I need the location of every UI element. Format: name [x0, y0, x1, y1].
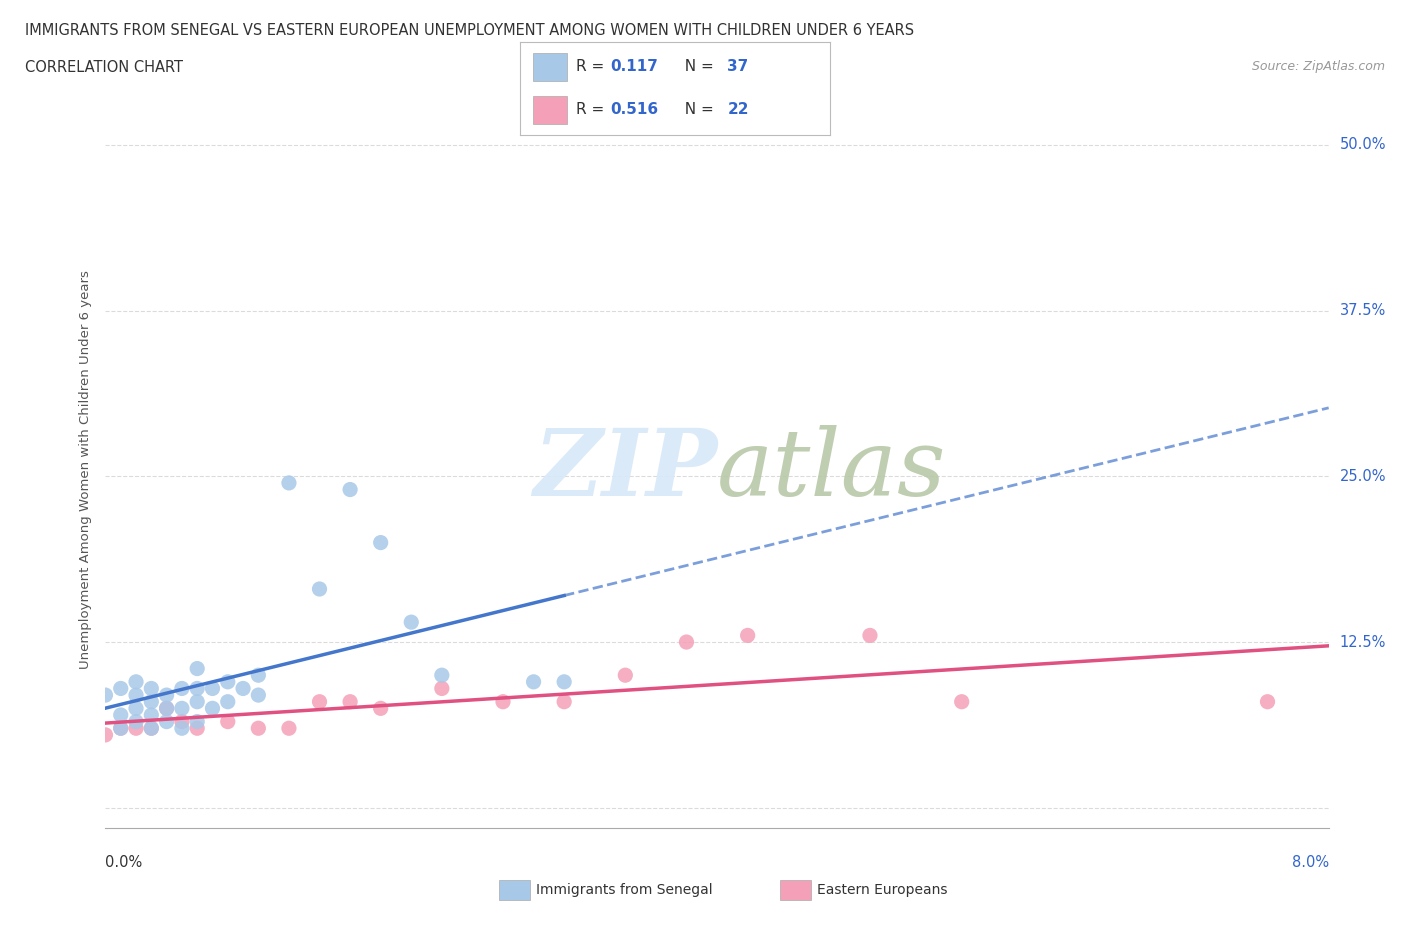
Point [201, 701, 224, 716]
Point [201, 681, 224, 696]
Y-axis label: Unemployment Among Women with Children Under 6 years: Unemployment Among Women with Children U… [79, 271, 93, 669]
Text: Eastern Europeans: Eastern Europeans [817, 883, 948, 897]
Point [186, 681, 208, 696]
Point [737, 628, 759, 643]
Text: Immigrants from Senegal: Immigrants from Senegal [536, 883, 713, 897]
Point [186, 661, 208, 676]
Text: IMMIGRANTS FROM SENEGAL VS EASTERN EUROPEAN UNEMPLOYMENT AMONG WOMEN WITH CHILDR: IMMIGRANTS FROM SENEGAL VS EASTERN EUROP… [25, 23, 914, 38]
Text: CORRELATION CHART: CORRELATION CHART [25, 60, 183, 75]
Point [155, 714, 177, 729]
Point [278, 475, 301, 490]
Text: ZIP: ZIP [533, 425, 717, 514]
Point [217, 695, 239, 710]
Point [217, 714, 239, 729]
Text: 50.0%: 50.0% [1340, 138, 1386, 153]
Point [339, 695, 361, 710]
Point [155, 687, 177, 702]
Point [430, 668, 453, 683]
Point [155, 701, 177, 716]
Point [247, 687, 270, 702]
Text: 0.0%: 0.0% [105, 856, 142, 870]
Point [614, 668, 637, 683]
Point [141, 695, 163, 710]
Point [170, 721, 193, 736]
Point [370, 701, 392, 716]
Point [186, 695, 208, 710]
Point [125, 714, 148, 729]
Point [430, 681, 453, 696]
Text: atlas: atlas [717, 425, 946, 514]
Point [125, 721, 148, 736]
Point [339, 482, 361, 497]
Point [110, 721, 132, 736]
Point [859, 628, 882, 643]
Point [232, 681, 254, 696]
Point [553, 674, 575, 689]
Text: R =: R = [576, 102, 609, 117]
Point [553, 695, 575, 710]
Point [370, 535, 392, 550]
Point [308, 695, 330, 710]
Point [950, 695, 973, 710]
Text: 0.117: 0.117 [610, 60, 658, 74]
Text: N =: N = [675, 60, 718, 74]
Bar [533, 96, 567, 124]
Point [1256, 695, 1278, 710]
Point [247, 668, 270, 683]
Point [125, 674, 148, 689]
Text: 8.0%: 8.0% [1292, 856, 1329, 870]
Point [141, 681, 163, 696]
Point [186, 714, 208, 729]
Point [523, 674, 546, 689]
Bar [533, 53, 567, 81]
Point [125, 701, 148, 716]
Point [278, 721, 301, 736]
Text: 0.516: 0.516 [610, 102, 658, 117]
Point [675, 634, 697, 649]
Point [217, 674, 239, 689]
Point [110, 708, 132, 723]
Point [94, 687, 117, 702]
Text: 37.5%: 37.5% [1340, 303, 1386, 318]
Point [141, 721, 163, 736]
Text: 25.0%: 25.0% [1340, 469, 1386, 484]
Text: 22: 22 [727, 102, 749, 117]
Point [170, 681, 193, 696]
Point [94, 727, 117, 742]
Point [155, 701, 177, 716]
Point [247, 721, 270, 736]
Text: 37: 37 [727, 60, 749, 74]
Point [141, 708, 163, 723]
Text: 12.5%: 12.5% [1340, 634, 1386, 649]
Text: Source: ZipAtlas.com: Source: ZipAtlas.com [1251, 60, 1385, 73]
Point [141, 721, 163, 736]
Point [308, 581, 330, 596]
Text: R =: R = [576, 60, 609, 74]
Point [170, 714, 193, 729]
Point [125, 687, 148, 702]
Point [170, 701, 193, 716]
Point [110, 721, 132, 736]
Point [399, 615, 422, 630]
Point [492, 695, 515, 710]
Point [186, 721, 208, 736]
Point [110, 681, 132, 696]
Text: N =: N = [675, 102, 718, 117]
